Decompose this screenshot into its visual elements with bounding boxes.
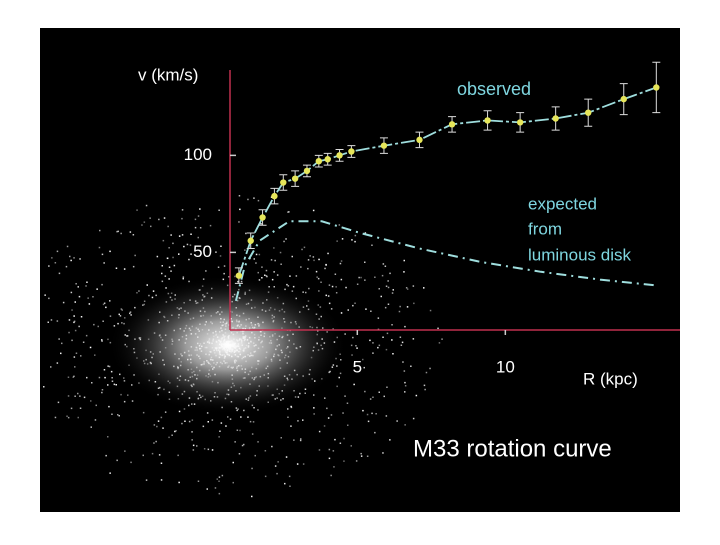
series-label: luminous disk [528, 245, 631, 264]
y-tick-label: 100 [184, 145, 212, 164]
data-point [416, 136, 423, 144]
x-tick-label: 10 [496, 357, 515, 376]
y-tick-label: 50 [193, 242, 212, 261]
data-point [484, 117, 491, 124]
data-point [259, 214, 266, 221]
data-point [653, 84, 660, 91]
data-point [315, 157, 323, 165]
image-background [40, 28, 680, 512]
galaxy-core [108, 275, 348, 415]
data-point [516, 119, 524, 126]
data-point [324, 156, 331, 163]
data-point [552, 115, 559, 122]
data-point [280, 179, 287, 186]
data-point [585, 109, 592, 116]
data-point [247, 237, 254, 244]
data-point [291, 175, 299, 182]
data-point [235, 272, 243, 279]
data-point [303, 167, 311, 175]
x-axis-label: R (kpc) [583, 369, 638, 388]
y-axis-label: v (km/s) [138, 65, 198, 84]
series-label: observed [457, 79, 531, 99]
data-point [271, 192, 278, 200]
series-label: from [528, 219, 562, 238]
data-point [448, 121, 456, 128]
data-point [620, 95, 627, 103]
series-line [234, 220, 657, 302]
series-label: expected [528, 194, 597, 213]
data-point [380, 142, 388, 149]
x-tick-label: 5 [353, 357, 362, 376]
chart-title: M33 rotation curve [413, 435, 612, 462]
data-point [348, 148, 355, 155]
series-line [238, 86, 657, 276]
data-point [336, 152, 343, 159]
